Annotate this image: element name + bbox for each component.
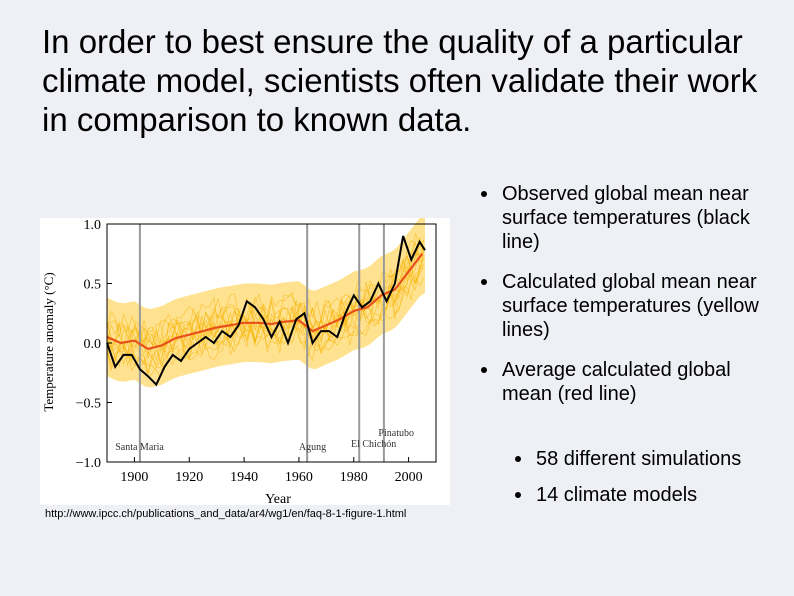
x-tick-label: 1900 — [120, 470, 148, 485]
bullet-dot — [515, 456, 521, 462]
observed-line — [106, 235, 426, 387]
bullet-dot — [481, 191, 487, 197]
y-tick-label: 1.0 — [84, 218, 102, 233]
bullet-list: Observed global mean near surface temper… — [481, 182, 772, 422]
y-tick-label: −0.5 — [76, 397, 101, 412]
simulation-line — [106, 233, 424, 342]
x-tick-label: 1960 — [285, 470, 313, 485]
bullet-item: Average calculated global mean (red line… — [481, 358, 772, 406]
sub-bullet-item: 14 climate models — [515, 483, 766, 507]
simulation-band — [107, 214, 425, 388]
bullet-dot — [481, 367, 487, 373]
y-axis-label: Temperature anomaly (°C) — [41, 272, 56, 411]
bullet-dot — [481, 279, 487, 285]
series-lines — [106, 235, 426, 387]
bullet-item: Calculated global mean near surface temp… — [481, 270, 772, 342]
sub-bullet-list: 58 different simulations 14 climate mode… — [515, 447, 766, 519]
x-axis-label: Year — [265, 492, 291, 505]
simulation-line — [106, 247, 425, 365]
slide-title: In order to best ensure the quality of a… — [42, 23, 758, 138]
x-tick-label: 1920 — [175, 470, 203, 485]
y-tick-label: 0.5 — [84, 278, 102, 293]
simulation-line — [106, 237, 425, 348]
x-tick-label: 1940 — [230, 470, 258, 485]
eruption-label: Agung — [299, 442, 326, 453]
simulation-line — [106, 264, 425, 375]
eruption-label: Santa Maria — [115, 442, 164, 453]
bullet-dot — [515, 492, 521, 498]
bullet-text: Observed global mean near surface temper… — [502, 183, 750, 253]
sub-bullet-text: 14 climate models — [536, 484, 698, 506]
axes: 1900 1920 1940 1960 1980 2000 1.0 0.5 0.0 −0.5 −1.… — [76, 218, 437, 485]
bullet-text: Average calculated global mean (red line… — [502, 359, 731, 405]
eruption-label: El Chichón — [351, 439, 396, 450]
bullet-text: Calculated global mean near surface temp… — [502, 271, 759, 341]
sub-bullet-text: 58 different simulations — [536, 448, 742, 470]
x-tick-label: 2000 — [395, 470, 423, 485]
sub-bullet-item: 58 different simulations — [515, 447, 766, 471]
y-tick-label: 0.0 — [84, 337, 102, 352]
temperature-chart: Santa Maria Agung El Chichón Pinatubo 1900 1… — [40, 214, 450, 507]
y-tick-label: −1.0 — [76, 456, 101, 471]
simulation-spread — [107, 214, 425, 388]
x-tick-label: 1980 — [340, 470, 368, 485]
source-url: http://www.ipcc.ch/publications_and_data… — [45, 508, 407, 520]
eruption-label: Pinatubo — [378, 428, 414, 439]
bullet-item: Observed global mean near surface temper… — [481, 182, 772, 254]
